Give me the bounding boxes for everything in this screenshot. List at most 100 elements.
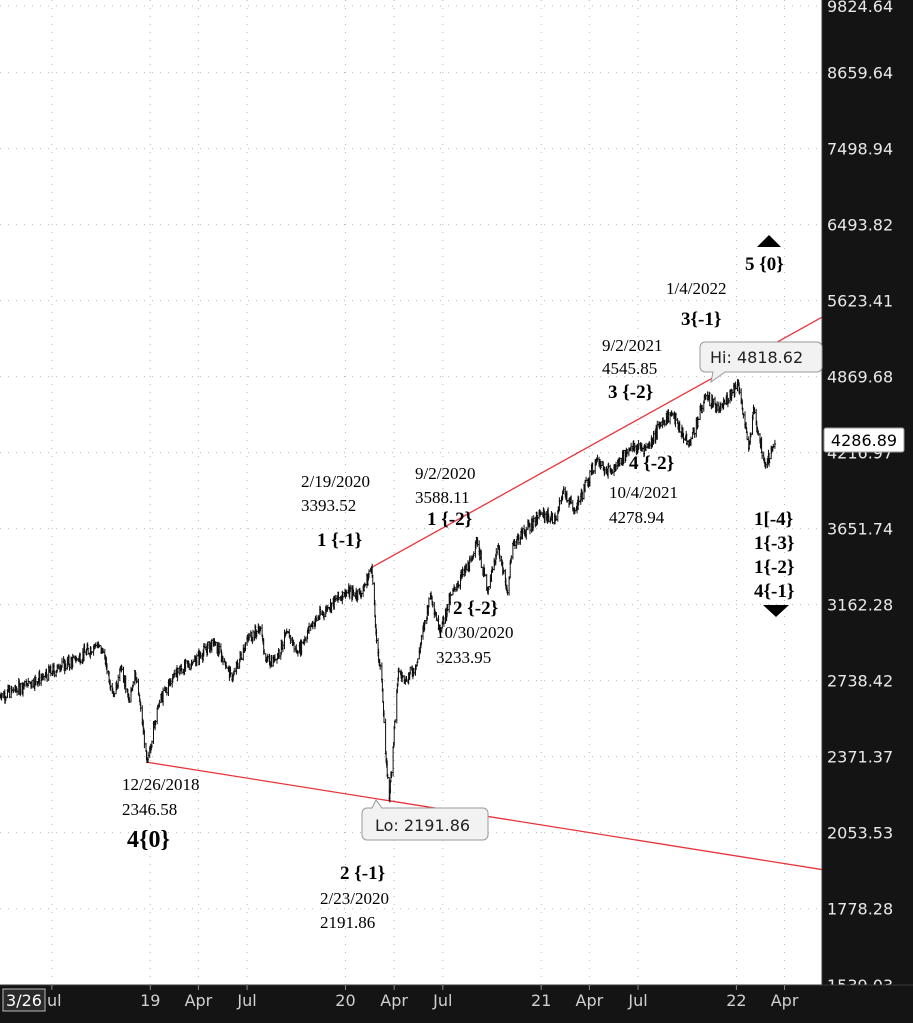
data-point xyxy=(12,689,15,691)
data-point xyxy=(296,652,299,654)
data-point xyxy=(429,592,432,595)
annotation-date: 10/4/2021 xyxy=(609,483,678,502)
data-point xyxy=(375,639,378,642)
annotation-price: 3588.11 xyxy=(415,488,470,507)
y-tick-label: 2053.53 xyxy=(827,824,893,843)
data-point xyxy=(94,644,96,646)
annotation-wave: 3 {-2} xyxy=(608,382,653,403)
data-point xyxy=(246,637,248,640)
data-point xyxy=(771,446,774,449)
last-price-label: 4286.89 xyxy=(831,431,897,450)
data-point xyxy=(146,761,148,764)
annotation-date: 2/19/2020 xyxy=(301,472,370,491)
annotation-date: 12/26/2018 xyxy=(122,775,199,794)
range-start-badge[interactable]: 3/26 xyxy=(2,988,46,1012)
annotation-date: 9/2/2020 xyxy=(415,464,475,483)
annotation-wave: 1 {-1} xyxy=(317,530,362,551)
x-tick-label: 21 xyxy=(531,991,551,1010)
data-point xyxy=(497,545,499,547)
y-tick-label: 7498.94 xyxy=(827,140,893,159)
y-tick-label: 9824.64 xyxy=(827,0,893,16)
annotation-stack-line: 1{-2} xyxy=(754,557,794,578)
data-point xyxy=(506,592,509,594)
data-point xyxy=(439,629,441,632)
annotation-date: 10/30/2020 xyxy=(436,623,513,642)
data-point xyxy=(512,542,514,545)
data-point xyxy=(388,797,391,800)
data-point xyxy=(75,658,77,661)
data-point xyxy=(0,695,1,697)
data-point xyxy=(113,695,115,697)
time-axis-panel[interactable] xyxy=(0,985,913,1023)
price-axis-ticks: 9824.64 8659.64 7498.94 6493.82 5623.41 4869.… xyxy=(827,0,893,995)
annotation-1-minus1: 2/19/2020 3393.52 1 {-1} xyxy=(301,472,370,551)
data-point xyxy=(764,465,767,468)
x-tick-label: 22 xyxy=(726,991,746,1010)
annotation-4-minus2: 4 {-2} 10/4/2021 4278.94 xyxy=(609,453,678,527)
x-tick-label: 19 xyxy=(140,991,160,1010)
x-tick-label: Apr xyxy=(380,991,408,1010)
annotation-date: 2/23/2020 xyxy=(320,889,389,908)
data-point xyxy=(309,624,312,627)
x-tick-label: Jul xyxy=(432,991,452,1010)
annotation-3-minus1: 1/4/2022 3{-1} xyxy=(666,279,726,330)
annotation-wave: 3{-1} xyxy=(681,309,721,330)
x-tick-label: 20 xyxy=(335,991,355,1010)
data-point xyxy=(343,591,346,594)
data-point xyxy=(381,678,383,681)
data-point xyxy=(128,701,131,703)
x-tick-label: Jul xyxy=(627,991,647,1010)
high-callout: Hi: 4818.62 xyxy=(699,341,823,384)
data-point xyxy=(404,680,406,683)
high-callout-label: Hi: 4818.62 xyxy=(710,348,803,367)
data-point xyxy=(231,678,233,681)
annotation-stack-line: 1{-3} xyxy=(754,533,794,554)
annotation-date: 9/2/2021 xyxy=(602,336,662,355)
price-axis-panel[interactable] xyxy=(822,0,913,1023)
annotation-date: 1/4/2022 xyxy=(666,279,726,298)
time-axis-ticks: Jul 19 Apr Jul 20 Apr Jul 21 Apr Jul 22 Apr xyxy=(41,985,799,1010)
data-point xyxy=(646,446,649,449)
data-point xyxy=(688,444,690,446)
data-point xyxy=(737,381,739,384)
range-start-label: 3/26 xyxy=(6,991,42,1010)
data-point xyxy=(264,659,267,662)
y-tick-label: 3162.28 xyxy=(827,596,893,615)
data-point xyxy=(223,660,226,663)
annotation-1-minus2: 9/2/2020 3588.11 1 {-2} xyxy=(415,464,475,530)
annotation-wave: 2 {-1} xyxy=(340,863,385,884)
data-point xyxy=(191,662,193,665)
data-point xyxy=(259,627,262,629)
data-point xyxy=(58,666,61,668)
y-tick-label: 3651.74 xyxy=(827,520,893,539)
data-point xyxy=(25,683,28,686)
data-point xyxy=(486,591,489,593)
data-point xyxy=(360,592,363,595)
up-arrow-icon xyxy=(757,235,781,247)
annotation-price: 3233.95 xyxy=(436,648,491,667)
data-point xyxy=(139,707,142,709)
data-point xyxy=(774,443,776,445)
price-series xyxy=(0,379,777,803)
data-point xyxy=(327,606,329,609)
last-price-marker: 4286.89 xyxy=(823,427,905,453)
data-point xyxy=(102,651,105,654)
data-point xyxy=(596,457,598,460)
x-tick-label: Jul xyxy=(41,991,61,1010)
y-tick-label: 6493.82 xyxy=(827,216,893,235)
y-tick-label: 4869.68 xyxy=(827,368,893,387)
data-point xyxy=(705,394,707,397)
data-point xyxy=(286,630,289,633)
annotation-price: 2346.58 xyxy=(122,800,177,819)
data-point xyxy=(274,658,277,661)
annotation-wave: 4{0} xyxy=(127,827,170,853)
annotation-wave: 2 {-2} xyxy=(453,598,498,619)
x-tick-label: Apr xyxy=(771,991,799,1010)
low-callout-label: Lo: 2191.86 xyxy=(375,816,470,835)
data-point xyxy=(555,518,558,521)
annotation-wave: 1 {-2} xyxy=(427,509,472,530)
annotation-2-minus1: 2 {-1} 2/23/2020 2191.86 xyxy=(320,863,389,932)
y-tick-label: 2738.42 xyxy=(827,672,893,691)
